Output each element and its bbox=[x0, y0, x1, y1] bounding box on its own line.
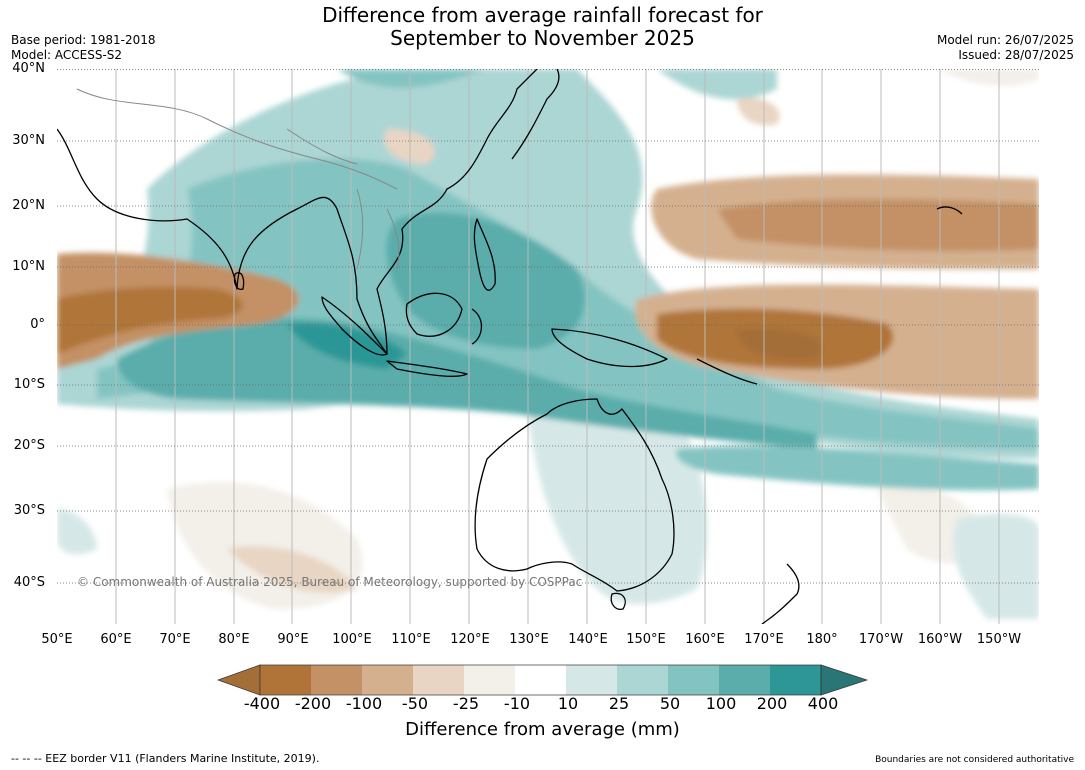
lon-label-140e: 140°E bbox=[568, 632, 608, 647]
lon-label-50e: 50°E bbox=[41, 632, 73, 647]
country-borders bbox=[76, 88, 400, 270]
lon-label-120e: 120°E bbox=[450, 632, 490, 647]
lon-label-60e: 60°E bbox=[100, 632, 132, 647]
lat-label-40s: 40°S bbox=[13, 575, 45, 590]
model-run: Model run: 26/07/2025 bbox=[936, 33, 1074, 47]
lon-label-110e: 110°E bbox=[391, 632, 431, 647]
colorbar-tick-neg25: -25 bbox=[452, 694, 480, 713]
title-line-1: Difference from average rainfall forecas… bbox=[322, 3, 763, 27]
colorbar-tick-neg50: -50 bbox=[401, 694, 429, 713]
colorbar-label: Difference from average (mm) bbox=[405, 719, 680, 740]
longitude-grid bbox=[115, 69, 1000, 624]
boundaries-disclaimer: Boundaries are not considered authoritat… bbox=[875, 755, 1074, 765]
colorbar-cell-25-50 bbox=[617, 665, 668, 695]
lat-label-30s: 30°S bbox=[13, 503, 45, 518]
colorbar-tick-100: 100 bbox=[705, 694, 737, 713]
lon-label-160w: 160°W bbox=[917, 632, 963, 647]
colorbar-frame bbox=[259, 664, 822, 696]
lon-label-150w: 150°W bbox=[976, 632, 1022, 647]
colorbar bbox=[215, 664, 870, 696]
rainfall-anomaly-fields bbox=[57, 69, 1039, 619]
rainfall-map bbox=[57, 69, 1039, 624]
colorbar-cell-50-25 bbox=[413, 665, 464, 695]
lon-label-80e: 80°E bbox=[218, 632, 250, 647]
colorbar-tick-neg10: -10 bbox=[503, 694, 531, 713]
map-svg bbox=[57, 69, 1039, 624]
copyright-notice: © Commonwealth of Australia 2025, Bureau… bbox=[77, 575, 583, 589]
lat-label-0: 0° bbox=[30, 317, 45, 332]
lat-label-20s: 20°S bbox=[13, 438, 45, 453]
colorbar-cell-10-25 bbox=[566, 665, 617, 695]
title-line-2: September to November 2025 bbox=[390, 26, 695, 50]
colorbar-tick-25: 25 bbox=[608, 694, 630, 713]
colorbar-cell-25-10 bbox=[464, 665, 515, 695]
coastlines bbox=[57, 69, 963, 624]
eez-note: -- -- -- EEZ border V11 (Flanders Marine… bbox=[11, 752, 320, 765]
colorbar-tick-50: 50 bbox=[659, 694, 681, 713]
colorbar-cell-200-100 bbox=[311, 665, 362, 695]
lon-label-170w: 170°W bbox=[858, 632, 904, 647]
map-title: Difference from average rainfall forecas… bbox=[0, 4, 1085, 50]
colorbar-tick-neg200: -200 bbox=[294, 694, 332, 713]
meta-right: Model run: 26/07/2025 Issued: 28/07/2025 bbox=[937, 33, 1074, 63]
model-name: Model: ACCESS-S2 bbox=[11, 48, 123, 62]
lon-label-100e: 100°E bbox=[332, 632, 372, 647]
colorbar-tick-400: 400 bbox=[807, 694, 839, 713]
base-period: Base period: 1981-2018 bbox=[11, 33, 156, 47]
colorbar-cell-50-100 bbox=[668, 665, 719, 695]
colorbar-cell-lt-400 bbox=[216, 664, 261, 696]
colorbar-tick-neg400: -400 bbox=[243, 694, 281, 713]
meta-left: Base period: 1981-2018 Model: ACCESS-S2 bbox=[11, 33, 156, 63]
colorbar-svg bbox=[216, 664, 869, 696]
lon-label-130e: 130°E bbox=[509, 632, 549, 647]
lon-label-180: 180° bbox=[806, 632, 838, 647]
colorbar-tick-10: 10 bbox=[557, 694, 579, 713]
colorbar-cell-10-10 bbox=[515, 665, 566, 695]
colorbar-cell-100-50 bbox=[362, 665, 413, 695]
colorbar-tick-200: 200 bbox=[756, 694, 788, 713]
lat-label-40n: 40°N bbox=[12, 61, 45, 76]
issued-date: Issued: 28/07/2025 bbox=[958, 48, 1074, 62]
colorbar-cell-200-400 bbox=[770, 665, 821, 695]
lon-label-90e: 90°E bbox=[277, 632, 309, 647]
colorbar-cell-400-200 bbox=[260, 665, 311, 695]
lon-label-160e: 160°E bbox=[685, 632, 725, 647]
lat-label-20n: 20°N bbox=[12, 198, 45, 213]
lon-label-170e: 170°E bbox=[744, 632, 784, 647]
lon-label-70e: 70°E bbox=[159, 632, 191, 647]
lon-label-150e: 150°E bbox=[626, 632, 666, 647]
colorbar-cell-gt-400 bbox=[820, 664, 869, 696]
colorbar-cell-100-200 bbox=[719, 665, 770, 695]
lat-label-30n: 30°N bbox=[12, 133, 45, 148]
colorbar-tick-neg100: -100 bbox=[345, 694, 383, 713]
lat-label-10s: 10°S bbox=[13, 377, 45, 392]
lat-label-10n: 10°N bbox=[12, 259, 45, 274]
